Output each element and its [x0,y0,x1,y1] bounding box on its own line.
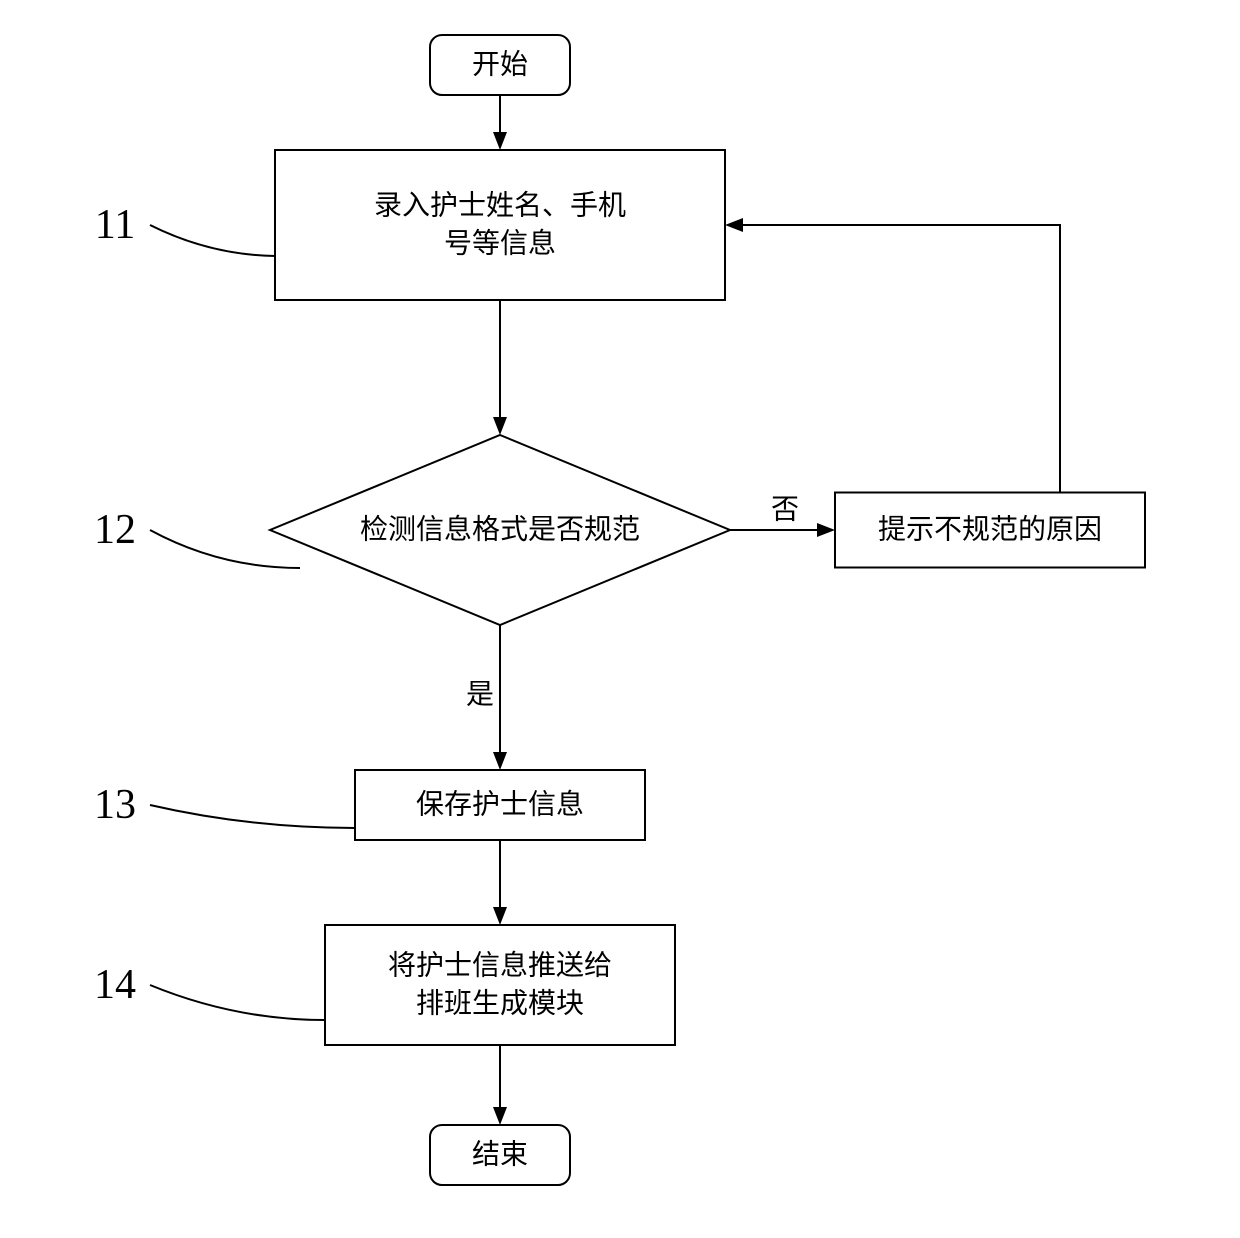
node-text: 提示不规范的原因 [878,514,1102,546]
node-text: 开始 [472,49,528,81]
step-label-14: 14 [94,962,136,1008]
node-n13: 保存护士信息 [355,770,645,840]
edge-label: 是 [466,680,494,711]
step-label-11: 11 [95,202,135,248]
node-end: 结束 [430,1125,570,1185]
node-text: 将护士信息推送给 [388,950,612,982]
node-text: 结束 [472,1139,528,1171]
step-label-12: 12 [94,507,136,553]
node-text: 录入护士姓名、手机 [374,190,626,222]
node-n14: 将护士信息推送给排班生成模块 [325,925,675,1045]
node-start: 开始 [430,35,570,95]
node-text: 号等信息 [444,227,556,259]
node-n11: 录入护士姓名、手机号等信息 [275,150,725,300]
node-text: 排班生成模块 [416,987,584,1019]
edge-label: 否 [771,495,799,526]
step-label-13: 13 [94,782,136,828]
node-prompt: 提示不规范的原因 [835,493,1145,568]
node-text: 检测信息格式是否规范 [360,514,640,546]
node-text: 保存护士信息 [416,789,584,821]
